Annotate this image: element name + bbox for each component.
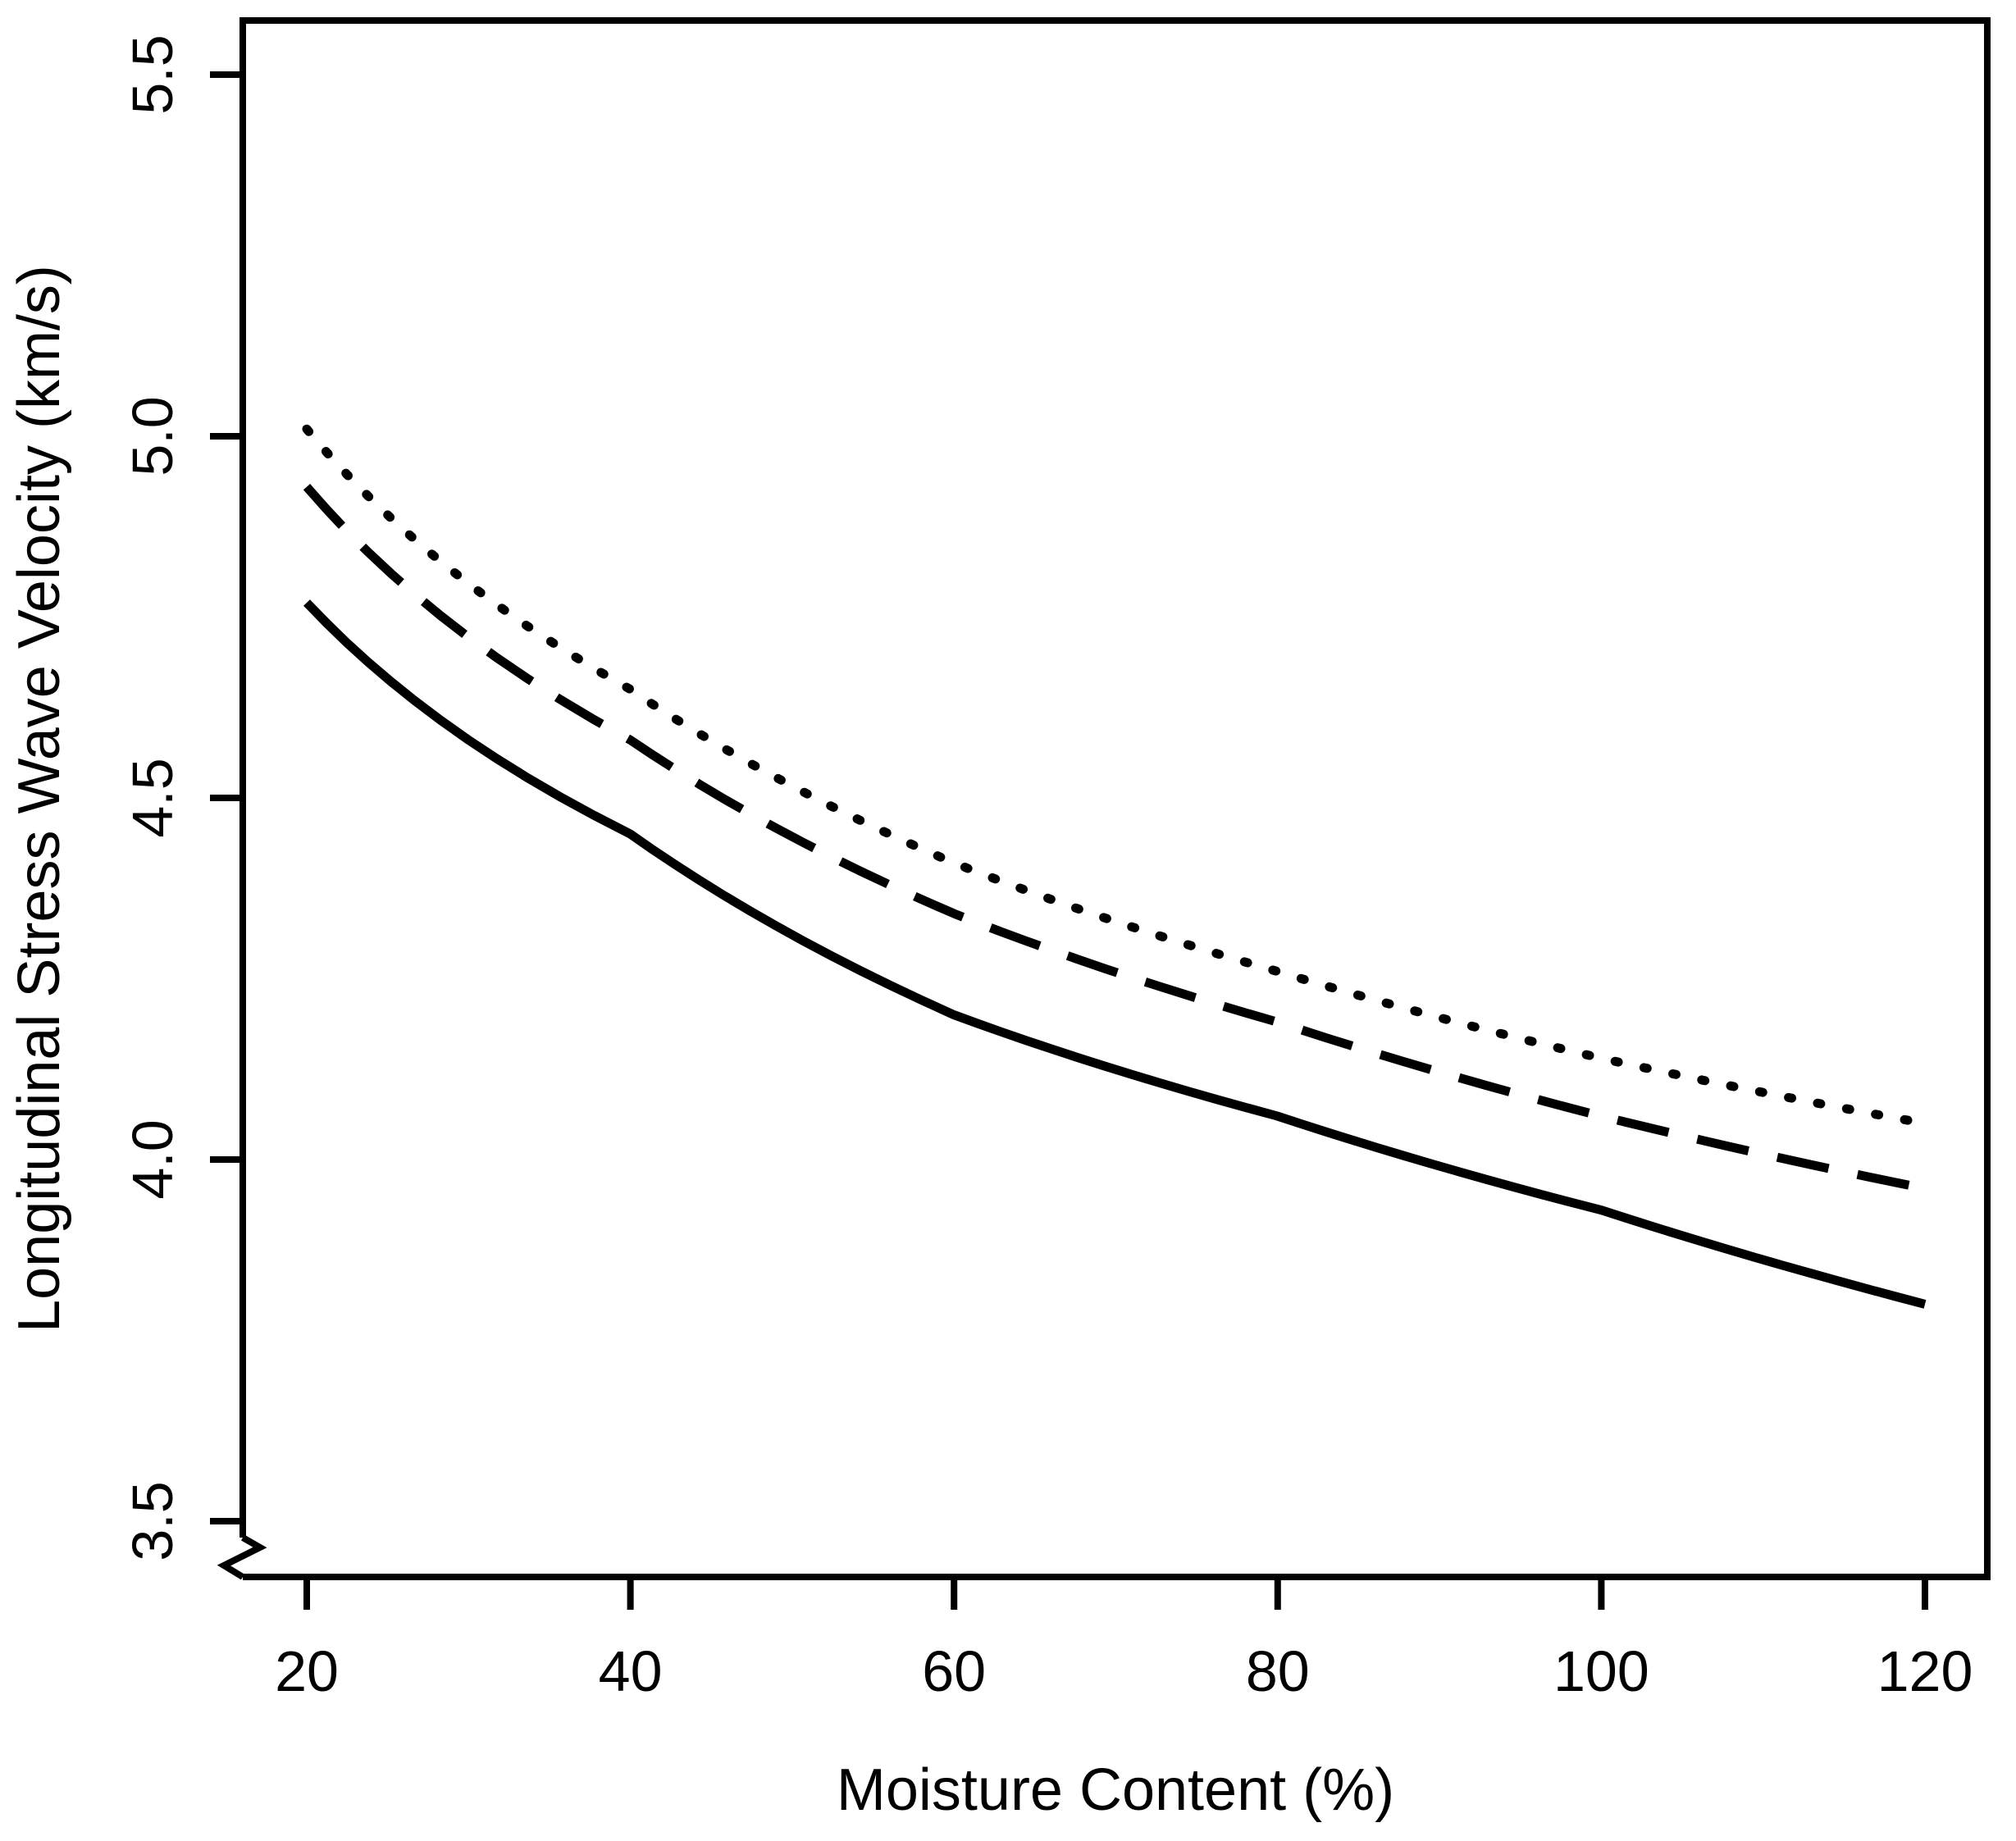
x-tick-label: 60 — [922, 1639, 986, 1703]
x-tick-label: 120 — [1877, 1639, 1973, 1703]
y-axis-tick-labels: 3.5 4.0 4.5 5.0 5.5 — [121, 34, 185, 1561]
x-tick-label: 40 — [599, 1639, 663, 1703]
y-tick-label: 4.0 — [121, 1119, 185, 1199]
x-tick-label: 80 — [1246, 1639, 1310, 1703]
y-tick-label: 3.5 — [121, 1481, 185, 1561]
x-tick-label: 100 — [1553, 1639, 1649, 1703]
x-tick-label: 20 — [275, 1639, 339, 1703]
y-tick-label: 4.5 — [121, 758, 185, 837]
y-tick-label: 5.5 — [121, 34, 185, 114]
plot-box — [239, 17, 1991, 1580]
y-axis-title: Longitudinal Stress Wave Velocity (km/s) — [7, 265, 72, 1333]
series-solid-line — [303, 599, 1927, 1309]
x-axis-title: Moisture Content (%) — [837, 1757, 1394, 1823]
series-lines — [302, 424, 1930, 1309]
y-tick-label: 5.0 — [121, 396, 185, 476]
x-axis-tick-labels: 20 40 60 80 100 120 — [275, 1639, 1973, 1703]
series-dashed-line — [303, 484, 1927, 1193]
y-axis-ticks — [210, 71, 243, 1524]
x-axis-ticks — [303, 1577, 1928, 1610]
y-axis-break-zigzag — [217, 1534, 267, 1580]
series-dotted-line — [302, 424, 1930, 1128]
